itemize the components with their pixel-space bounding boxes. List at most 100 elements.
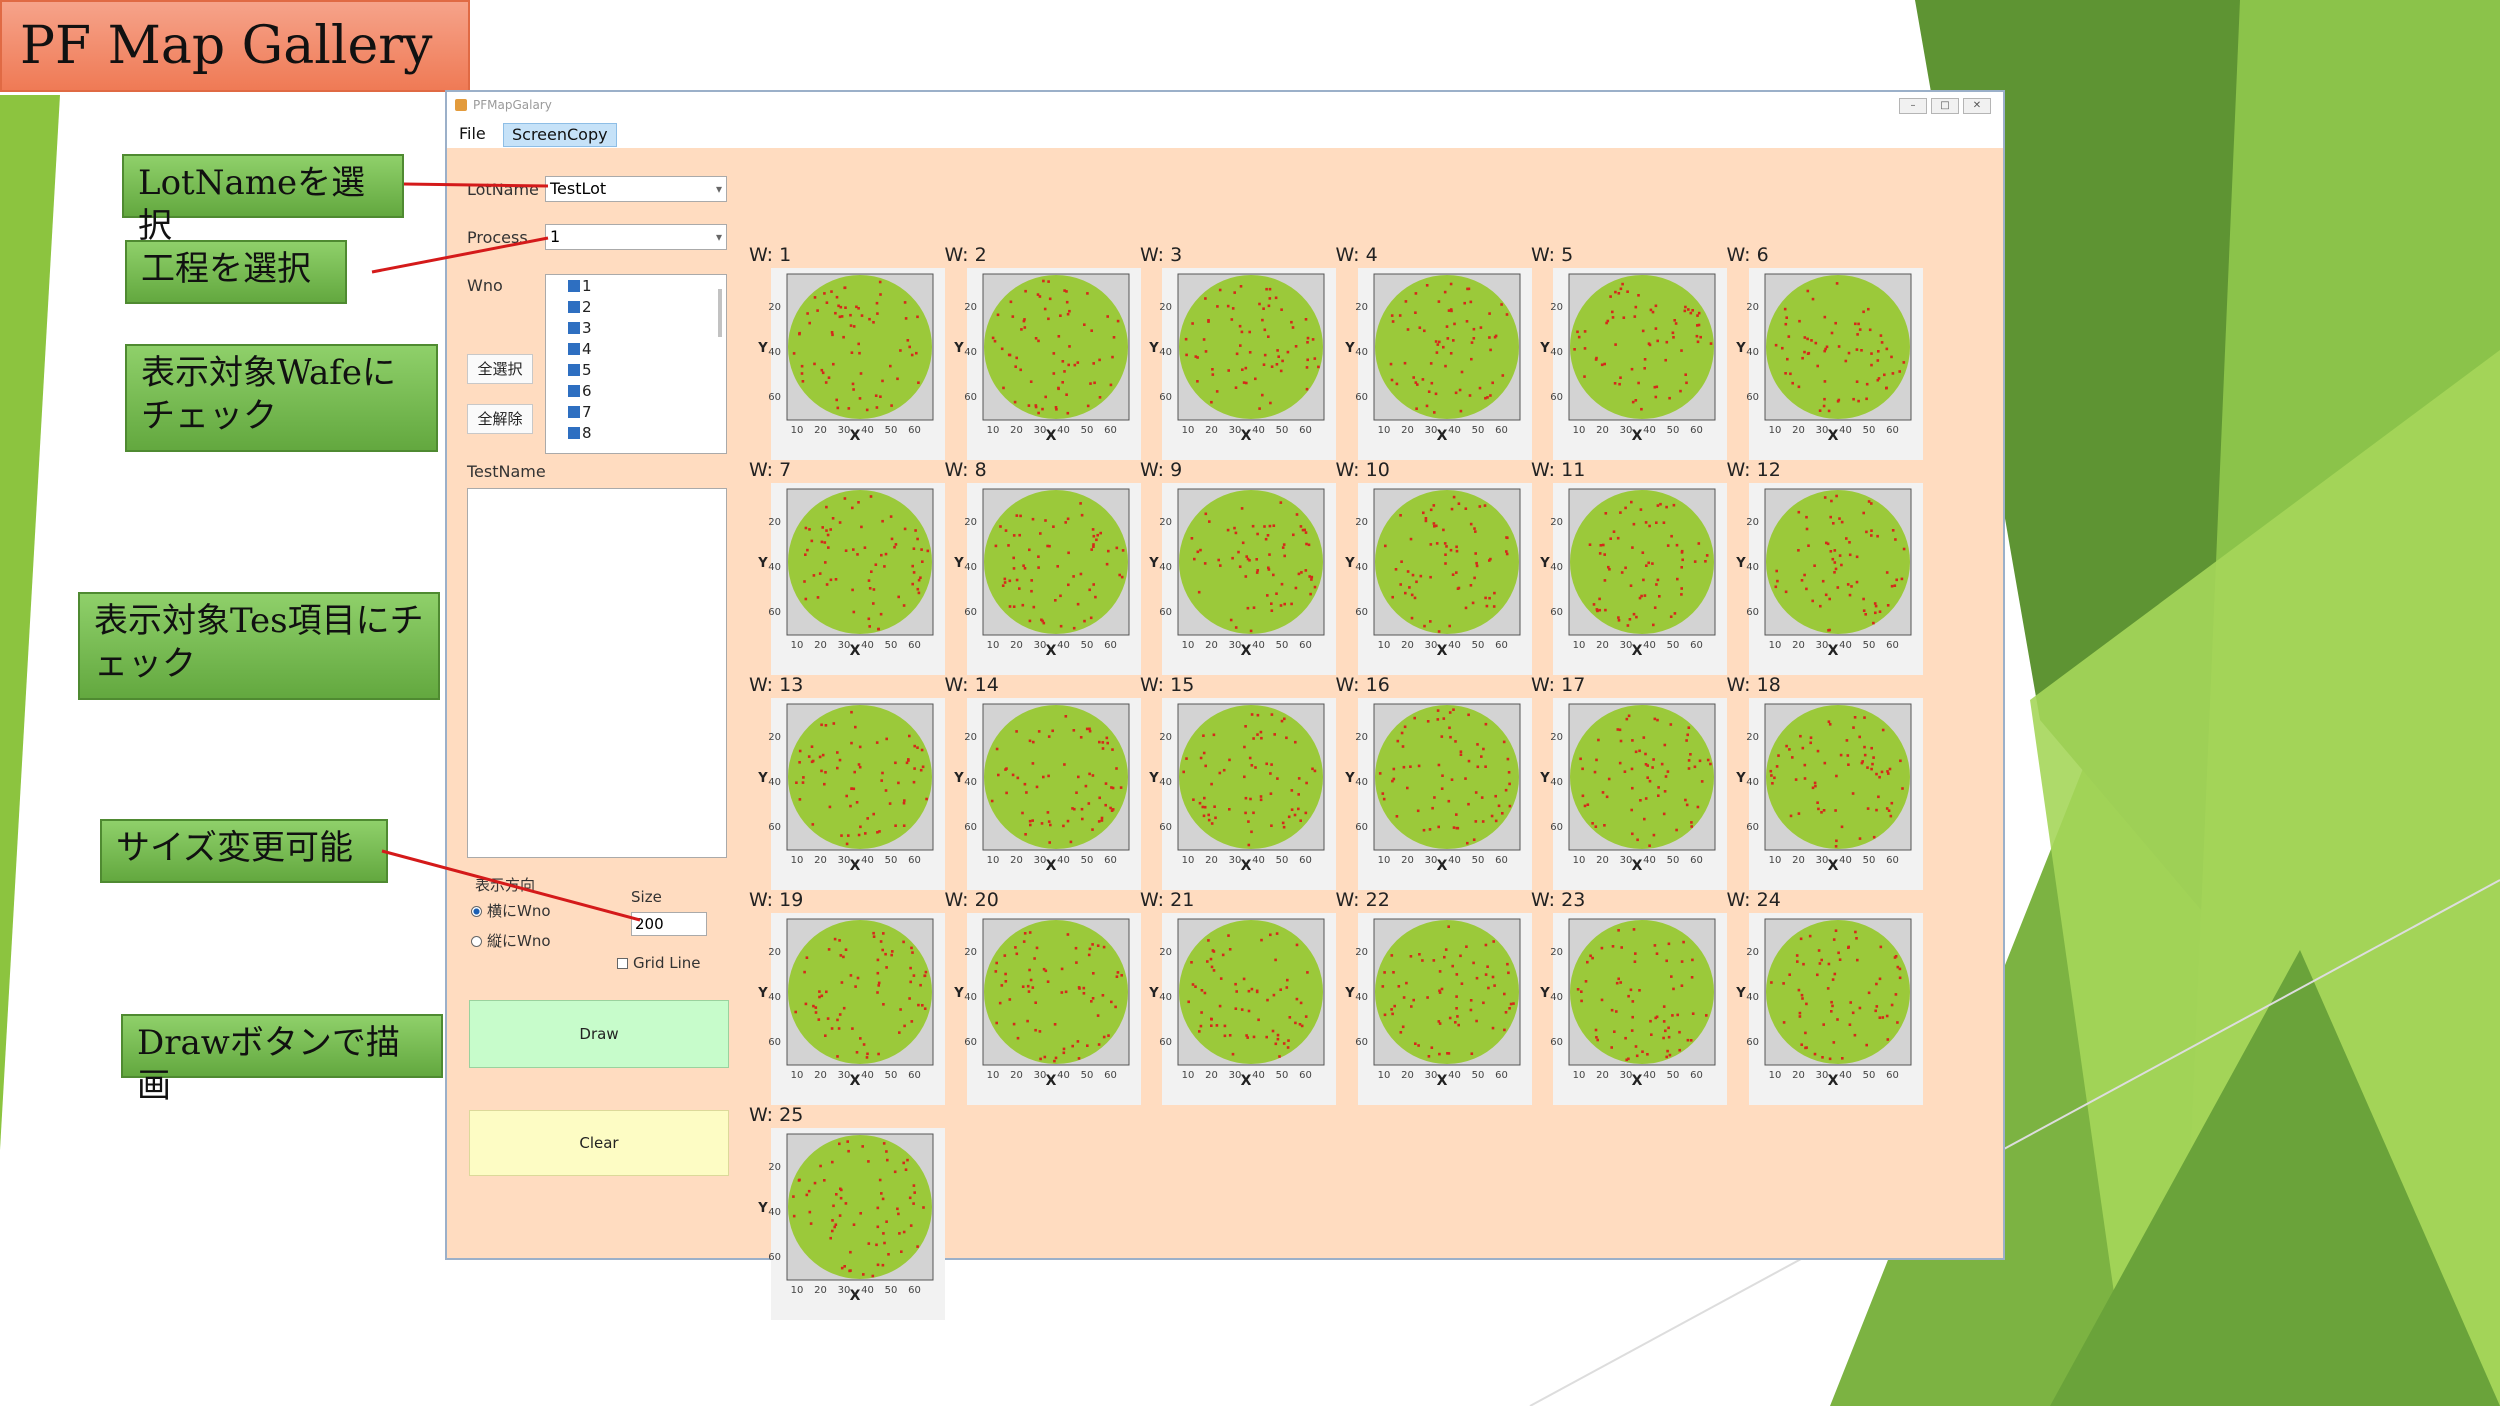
defect-die: [1813, 1052, 1816, 1056]
deselect-all-button[interactable]: 全解除: [467, 404, 533, 434]
defect-die: [1055, 565, 1059, 568]
select-all-button[interactable]: 全選択: [467, 354, 533, 384]
defect-die: [1844, 359, 1847, 363]
defect-die: [1645, 564, 1648, 567]
wno-checkbox[interactable]: 5: [568, 361, 592, 379]
menu-file[interactable]: File: [459, 124, 486, 143]
defect-die: [1790, 756, 1794, 759]
defect-die: [1796, 549, 1800, 552]
defect-die: [1864, 397, 1868, 401]
clear-button[interactable]: Clear: [469, 1110, 729, 1176]
x-tick-label: 40: [1057, 1070, 1070, 1081]
defect-die: [1846, 763, 1850, 766]
defect-die: [921, 1004, 924, 1007]
defect-die: [801, 380, 805, 383]
draw-button[interactable]: Draw: [469, 1000, 729, 1068]
defect-die: [1102, 1035, 1105, 1039]
listbox-scrollbar[interactable]: [718, 289, 722, 337]
menu-screencopy[interactable]: ScreenCopy: [503, 123, 617, 147]
defect-die: [1411, 376, 1415, 379]
callout-draw: Drawボタンで描画: [121, 1014, 443, 1106]
wno-checkbox[interactable]: 2: [568, 298, 592, 316]
defect-die: [1501, 374, 1504, 377]
wno-checkbox[interactable]: 4: [568, 340, 592, 358]
defect-die: [1244, 366, 1248, 370]
defect-die: [857, 501, 860, 504]
defect-die: [1080, 513, 1083, 517]
y-tick-label: 20: [964, 302, 977, 313]
defect-die: [1647, 342, 1651, 345]
x-tick-label: 50: [1080, 640, 1093, 651]
defect-die: [1826, 542, 1829, 546]
wno-checkbox[interactable]: 8: [568, 424, 592, 442]
defect-die: [1494, 334, 1497, 338]
defect-die: [1858, 837, 1861, 840]
defect-die: [883, 565, 886, 568]
size-input[interactable]: [631, 912, 707, 936]
defect-die: [1465, 841, 1469, 845]
defect-die: [1383, 1013, 1386, 1017]
defect-die: [1640, 594, 1643, 598]
defect-die: [868, 587, 872, 590]
wno-checkbox[interactable]: 3: [568, 319, 592, 337]
minimize-icon[interactable]: –: [1899, 98, 1927, 114]
defect-die: [1408, 765, 1412, 768]
defect-die: [1664, 775, 1668, 778]
defect-die: [885, 737, 888, 741]
wno-checkbox[interactable]: 6: [568, 382, 592, 400]
y-axis-label: Y: [1148, 556, 1159, 571]
defect-die: [1437, 989, 1441, 993]
lotname-combo[interactable]: TestLot ▾: [545, 176, 727, 202]
x-tick-label: 10: [1182, 425, 1195, 436]
defect-die: [1596, 1038, 1599, 1042]
defect-die: [1249, 797, 1252, 801]
close-icon[interactable]: ✕: [1963, 98, 1991, 114]
radio-horizontal[interactable]: 横にWno: [471, 900, 551, 921]
defect-die: [1605, 321, 1608, 325]
window-title: PFMapGalary: [473, 98, 552, 112]
x-tick-label: 60: [1299, 425, 1312, 436]
defect-die: [1505, 313, 1508, 316]
defect-die: [1434, 392, 1437, 396]
defect-die: [1292, 533, 1295, 537]
testname-listbox[interactable]: [467, 488, 727, 858]
defect-die: [1680, 960, 1684, 963]
defect-die: [1012, 567, 1015, 570]
x-axis-label: X: [1632, 858, 1643, 874]
defect-die: [1440, 735, 1443, 738]
defect-die: [990, 799, 993, 803]
defect-die: [1851, 792, 1854, 795]
process-combo[interactable]: 1 ▾: [545, 224, 727, 250]
x-tick-label: 20: [1010, 1070, 1023, 1081]
wno-checkbox[interactable]: 1: [568, 277, 592, 295]
defect-die: [1389, 1008, 1393, 1011]
defect-die: [1837, 398, 1840, 402]
wno-listbox[interactable]: 1 2 3 4 5 6 7 8: [545, 274, 727, 454]
defect-die: [1894, 955, 1897, 958]
defect-die: [1789, 814, 1792, 818]
defect-die: [1089, 548, 1093, 551]
wafer-label: W: 1: [749, 244, 792, 266]
defect-die: [1620, 946, 1623, 949]
defect-die: [1478, 505, 1481, 508]
x-tick-label: 30: [1620, 425, 1633, 436]
defect-die: [1600, 998, 1604, 1002]
defect-die: [839, 1187, 842, 1191]
defect-die: [886, 1158, 889, 1162]
defect-die: [1042, 967, 1045, 971]
defect-die: [1023, 326, 1026, 329]
defect-die: [1642, 736, 1646, 739]
wno-checkbox[interactable]: 7: [568, 403, 592, 421]
radio-vertical[interactable]: 縦にWno: [471, 930, 551, 951]
defect-die: [834, 1223, 838, 1226]
defect-die: [1474, 820, 1477, 823]
defect-die: [1775, 765, 1778, 768]
defect-die: [1827, 409, 1830, 413]
maximize-icon[interactable]: □: [1931, 98, 1959, 114]
defect-die: [1052, 352, 1055, 355]
defect-die: [842, 335, 845, 339]
defect-die: [858, 765, 862, 769]
gridline-checkbox[interactable]: Grid Line: [617, 954, 701, 972]
defect-die: [1313, 357, 1317, 360]
y-axis-label: Y: [757, 556, 768, 571]
